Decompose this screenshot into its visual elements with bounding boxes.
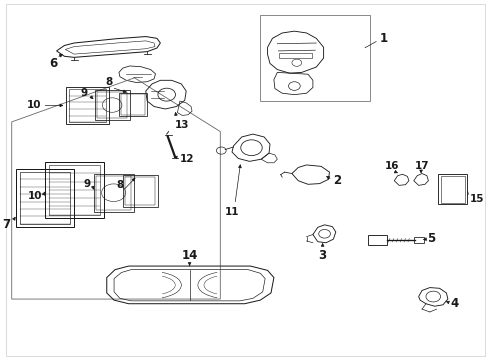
Text: 8: 8 — [117, 180, 124, 190]
Text: 15: 15 — [470, 194, 484, 204]
Bar — [441, 176, 465, 203]
Bar — [45, 162, 104, 218]
Bar — [66, 87, 109, 125]
Text: 10: 10 — [26, 100, 41, 111]
Text: 13: 13 — [175, 120, 190, 130]
Text: 7: 7 — [2, 218, 11, 231]
Text: 10: 10 — [27, 191, 42, 201]
Text: 5: 5 — [427, 231, 435, 244]
Bar — [438, 174, 467, 204]
Text: 4: 4 — [450, 297, 459, 310]
Bar — [96, 176, 131, 210]
Text: 8: 8 — [105, 77, 113, 87]
Bar — [49, 165, 100, 215]
Text: 2: 2 — [333, 174, 342, 187]
Bar — [279, 53, 312, 58]
Bar — [97, 92, 127, 118]
Bar — [414, 237, 424, 243]
Text: 12: 12 — [180, 154, 195, 164]
Text: 16: 16 — [385, 161, 399, 171]
Text: 3: 3 — [318, 249, 327, 262]
Text: 6: 6 — [49, 57, 57, 70]
Bar — [123, 175, 158, 207]
Text: 9: 9 — [84, 179, 91, 189]
Bar — [121, 94, 145, 115]
Bar — [95, 90, 130, 120]
Bar — [16, 169, 74, 226]
Bar — [260, 15, 370, 101]
Bar — [119, 93, 147, 116]
Text: 17: 17 — [415, 161, 429, 171]
Bar — [368, 235, 387, 245]
Text: 9: 9 — [80, 88, 87, 98]
Text: 11: 11 — [225, 207, 239, 217]
Bar — [69, 89, 106, 122]
Text: 1: 1 — [380, 32, 388, 45]
Bar — [20, 172, 70, 224]
Bar — [94, 174, 134, 212]
Bar — [125, 177, 155, 205]
Text: 14: 14 — [181, 249, 198, 262]
